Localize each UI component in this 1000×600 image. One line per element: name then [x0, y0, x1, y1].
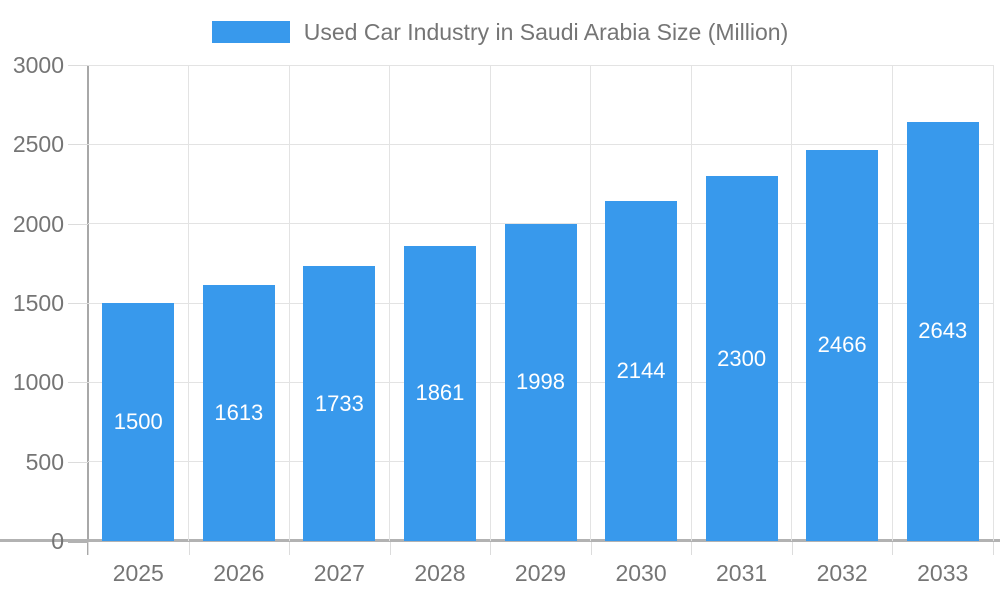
x-tick	[490, 542, 492, 555]
bar-value-label: 2300	[717, 345, 767, 371]
v-gridline	[690, 65, 692, 541]
y-axis-label: 2500	[12, 131, 64, 158]
bar[interactable]: 2144	[605, 200, 678, 541]
bar-value-label: 2144	[616, 357, 666, 383]
y-axis-label: 3000	[12, 52, 64, 78]
x-axis-label: 2030	[615, 560, 667, 586]
bar-value-label: 1733	[314, 390, 364, 416]
x-axis-label: 2031	[716, 560, 768, 586]
y-tick	[68, 461, 88, 463]
x-axis-label: 2033	[917, 560, 969, 586]
x-axis-line	[0, 539, 1000, 542]
x-axis-label: 2028	[414, 560, 466, 586]
y-axis-label: 1500	[12, 290, 64, 316]
v-gridline	[188, 65, 190, 541]
bar[interactable]: 1733	[303, 266, 376, 541]
h-gridline	[88, 143, 993, 145]
bar[interactable]: 2466	[806, 149, 879, 541]
y-tick	[68, 223, 88, 225]
bar[interactable]: 1500	[102, 303, 175, 541]
bar[interactable]: 1861	[403, 245, 476, 541]
y-tick	[68, 144, 88, 146]
x-tick	[791, 542, 793, 555]
h-gridline	[88, 64, 993, 66]
v-gridline	[389, 65, 391, 541]
x-tick	[590, 542, 592, 555]
bar-value-label: 1613	[214, 400, 264, 426]
y-axis-label: 2000	[12, 210, 64, 237]
legend[interactable]: Used Car Industry in Saudi Arabia Size (…	[0, 19, 1000, 45]
x-axis-label: 2032	[816, 560, 868, 586]
y-axis-label: 1000	[12, 369, 64, 396]
x-tick	[88, 542, 89, 555]
y-axis-label: 0	[51, 528, 64, 554]
legend-label: Used Car Industry in Saudi Arabia Size (…	[303, 19, 789, 45]
y-tick	[68, 382, 88, 384]
v-gridline	[791, 65, 793, 541]
x-axis-label: 2029	[514, 560, 567, 586]
h-gridline	[88, 223, 993, 225]
v-gridline	[288, 65, 290, 541]
bar[interactable]: 1998	[504, 223, 577, 541]
x-axis-label: 2026	[213, 560, 265, 586]
y-axis-label: 500	[25, 448, 64, 475]
x-tick	[389, 542, 391, 555]
bar-value-label: 1500	[113, 409, 163, 434]
y-tick	[68, 65, 88, 66]
v-gridline	[590, 65, 592, 541]
x-axis-label: 2027	[313, 560, 365, 586]
x-tick	[188, 542, 190, 555]
bar[interactable]: 2300	[705, 176, 778, 541]
bar-value-label: 1998	[516, 369, 565, 395]
x-axis-label: 2025	[112, 560, 164, 586]
x-tick	[892, 542, 894, 555]
bar[interactable]: 1613	[202, 285, 275, 541]
legend-swatch[interactable]	[211, 21, 290, 43]
bar-value-label: 2643	[918, 318, 968, 344]
v-gridline	[992, 65, 994, 541]
v-gridline	[489, 65, 491, 541]
bar-value-label: 2466	[817, 332, 867, 358]
x-tick	[289, 542, 291, 555]
y-tick	[68, 303, 88, 304]
x-tick	[993, 542, 994, 555]
y-tick	[68, 541, 88, 543]
v-gridline	[891, 65, 893, 541]
plot-area: 1500 1613 1733 1861 1998 2144 2300 2466 2643	[88, 64, 994, 541]
bar-value-label: 1861	[415, 380, 465, 406]
x-tick	[691, 542, 693, 555]
y-axis-line	[87, 65, 89, 555]
bar[interactable]: 2643	[906, 121, 979, 541]
